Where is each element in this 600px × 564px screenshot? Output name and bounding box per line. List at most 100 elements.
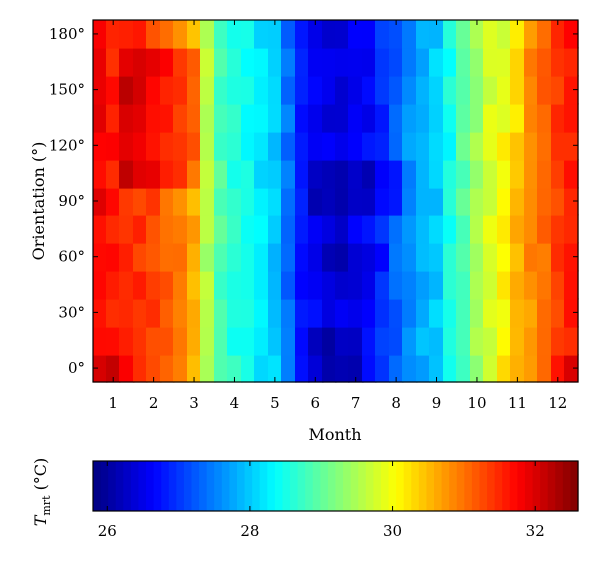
heatmap-cell bbox=[402, 326, 418, 356]
heatmap-cell bbox=[160, 270, 175, 300]
colorbar-tick-label: 26 bbox=[98, 522, 117, 540]
y-axis-label: Orientation (°) bbox=[29, 142, 48, 261]
colorbar-tick-label: 28 bbox=[240, 522, 259, 540]
heatmap-cell bbox=[254, 103, 270, 133]
heatmap-cell bbox=[295, 103, 310, 133]
heatmap-cell bbox=[146, 131, 162, 161]
heatmap-cell bbox=[348, 47, 364, 77]
heatmap-cell bbox=[133, 270, 148, 300]
colorbar-swatch bbox=[183, 461, 193, 511]
heatmap-cell bbox=[524, 270, 539, 300]
heatmap-cell bbox=[402, 103, 418, 133]
x-tick-label: 5 bbox=[270, 394, 280, 412]
heatmap-cell bbox=[375, 103, 391, 133]
heatmap-cell bbox=[227, 242, 243, 272]
heatmap-cell bbox=[416, 159, 431, 189]
heatmap-cell bbox=[483, 103, 499, 133]
heatmap-cell bbox=[429, 75, 445, 105]
colorbar-swatch bbox=[449, 461, 458, 511]
heatmap-cell bbox=[551, 270, 566, 300]
heatmap-cell bbox=[295, 131, 310, 161]
heatmap-cell bbox=[308, 131, 324, 161]
heatmap-cell bbox=[389, 214, 404, 244]
heatmap-cell bbox=[146, 270, 162, 300]
heatmap-cell bbox=[241, 242, 256, 272]
heatmap-cell bbox=[200, 326, 216, 356]
heatmap-cell bbox=[160, 103, 175, 133]
heatmap-cell bbox=[241, 20, 256, 49]
heatmap-cell bbox=[443, 159, 458, 189]
heatmap-cell bbox=[443, 298, 458, 328]
heatmap-cell bbox=[268, 47, 283, 77]
heatmap-cell bbox=[241, 326, 256, 356]
heatmap-cell bbox=[173, 354, 189, 383]
heatmap-cell bbox=[93, 103, 108, 133]
heatmap-cell bbox=[429, 159, 445, 189]
heatmap-cell bbox=[308, 75, 324, 105]
heatmap-cell bbox=[268, 298, 283, 328]
x-tick-label: 11 bbox=[508, 394, 527, 412]
heatmap-cell bbox=[146, 75, 162, 105]
heatmap-cell bbox=[429, 242, 445, 272]
heatmap-cell bbox=[295, 326, 310, 356]
heatmap-cell bbox=[483, 159, 499, 189]
colorbar-tick-label: 30 bbox=[383, 522, 402, 540]
heatmap-cell bbox=[241, 131, 256, 161]
colorbar-swatch bbox=[418, 461, 428, 511]
heatmap-cell bbox=[456, 159, 472, 189]
heatmap-cell bbox=[227, 354, 243, 383]
heatmap-cell bbox=[227, 214, 243, 244]
heatmap-cell bbox=[416, 270, 431, 300]
colorbar-swatch bbox=[282, 461, 291, 511]
heatmap-cell bbox=[241, 103, 256, 133]
heatmap-cell bbox=[160, 326, 175, 356]
heatmap-cell bbox=[416, 47, 431, 77]
heatmap-cell bbox=[537, 187, 553, 216]
heatmap-cell bbox=[497, 103, 512, 133]
heatmap-cell bbox=[241, 270, 256, 300]
colorbar-axis: 26 28 30 32 bbox=[98, 461, 545, 540]
heatmap-cell bbox=[524, 159, 539, 189]
heatmap-cell bbox=[402, 187, 418, 216]
heatmap-cell bbox=[187, 326, 202, 356]
heatmap-cell bbox=[402, 131, 418, 161]
heatmap-cell bbox=[510, 131, 526, 161]
heatmap-cell bbox=[497, 270, 512, 300]
heatmap-cell bbox=[402, 214, 418, 244]
heatmap-cell bbox=[510, 354, 526, 383]
colorbar-swatch bbox=[259, 461, 268, 511]
heatmap-cell bbox=[119, 214, 135, 244]
heatmap-cell bbox=[281, 47, 297, 77]
heatmap-cell bbox=[322, 47, 337, 77]
heatmap-cell bbox=[187, 354, 202, 383]
heatmap-cell bbox=[510, 326, 526, 356]
heatmap-cell bbox=[268, 326, 283, 356]
heatmap-cell bbox=[483, 20, 499, 49]
heatmap-cell bbox=[227, 187, 243, 216]
y-tick-label: 180° bbox=[49, 25, 85, 43]
heatmap-cell bbox=[375, 75, 391, 105]
colorbar-swatch bbox=[274, 461, 284, 511]
colorbar-frame bbox=[92, 460, 579, 512]
heatmap-cell bbox=[322, 354, 337, 383]
heatmap-cell bbox=[564, 159, 579, 189]
heatmap-cell bbox=[187, 298, 202, 328]
heatmap-cell bbox=[429, 214, 445, 244]
heatmap-cell bbox=[551, 214, 566, 244]
heatmap-cell bbox=[510, 47, 526, 77]
heatmap-cell bbox=[362, 354, 377, 383]
heatmap-cell bbox=[524, 103, 539, 133]
heatmap-cell bbox=[551, 131, 566, 161]
heatmap-cell bbox=[268, 354, 283, 383]
colorbar-label-main: T bbox=[31, 514, 50, 526]
heatmap-cell bbox=[295, 298, 310, 328]
heatmap-cell bbox=[254, 242, 270, 272]
colorbar-swatch bbox=[100, 461, 109, 511]
heatmap-cell bbox=[456, 103, 472, 133]
heatmap-cell bbox=[187, 214, 202, 244]
heatmap-cell bbox=[537, 270, 553, 300]
colorbar-swatch bbox=[540, 461, 549, 511]
heatmap-cell bbox=[227, 159, 243, 189]
heatmap-cell bbox=[537, 20, 553, 49]
heatmap-cell bbox=[564, 326, 579, 356]
